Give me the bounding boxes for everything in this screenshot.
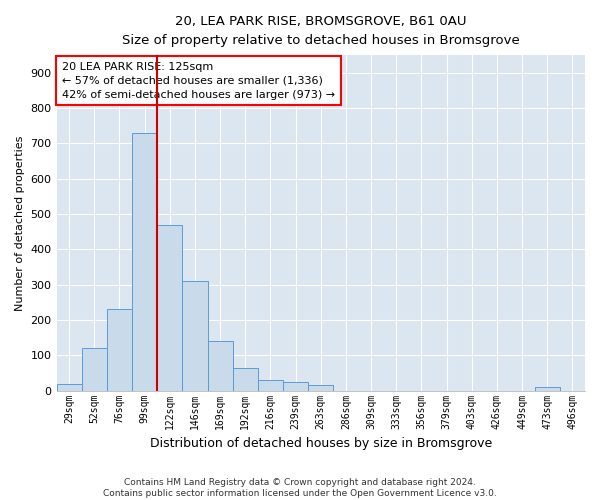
Bar [107, 310, 132, 390]
Text: 20 LEA PARK RISE: 125sqm
← 57% of detached houses are smaller (1,336)
42% of sem: 20 LEA PARK RISE: 125sqm ← 57% of detach… [62, 62, 335, 100]
Bar [157, 224, 182, 390]
Bar [132, 133, 157, 390]
Bar [233, 368, 258, 390]
Bar [283, 382, 308, 390]
Bar [208, 341, 233, 390]
Bar [258, 380, 283, 390]
Title: 20, LEA PARK RISE, BROMSGROVE, B61 0AU
Size of property relative to detached hou: 20, LEA PARK RISE, BROMSGROVE, B61 0AU S… [122, 15, 520, 47]
Bar [535, 387, 560, 390]
X-axis label: Distribution of detached houses by size in Bromsgrove: Distribution of detached houses by size … [149, 437, 492, 450]
Bar [56, 384, 82, 390]
Bar [182, 281, 208, 390]
Bar [82, 348, 107, 391]
Bar [308, 386, 334, 390]
Y-axis label: Number of detached properties: Number of detached properties [15, 135, 25, 310]
Text: Contains HM Land Registry data © Crown copyright and database right 2024.
Contai: Contains HM Land Registry data © Crown c… [103, 478, 497, 498]
